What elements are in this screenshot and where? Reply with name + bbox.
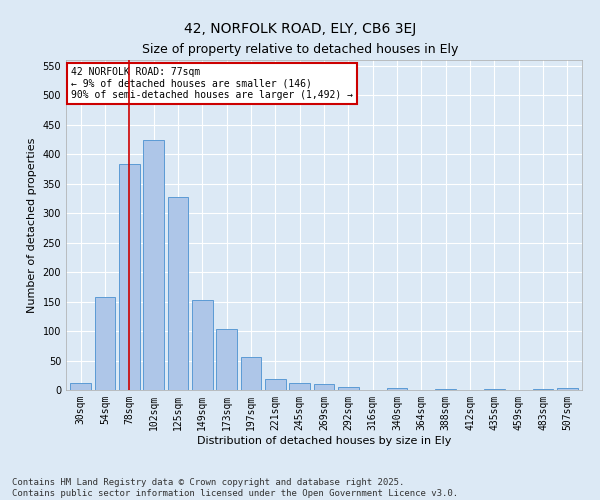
Bar bbox=[533, 389, 553, 390]
Bar bbox=[192, 300, 212, 390]
Bar bbox=[484, 389, 505, 390]
Bar bbox=[119, 164, 140, 390]
Bar bbox=[557, 388, 578, 390]
Bar bbox=[314, 384, 334, 390]
Bar bbox=[143, 140, 164, 390]
Bar bbox=[241, 357, 262, 390]
Bar bbox=[70, 383, 91, 390]
Bar bbox=[436, 389, 456, 390]
Y-axis label: Number of detached properties: Number of detached properties bbox=[27, 138, 37, 312]
Text: Size of property relative to detached houses in Ely: Size of property relative to detached ho… bbox=[142, 42, 458, 56]
Text: 42 NORFOLK ROAD: 77sqm
← 9% of detached houses are smaller (146)
90% of semi-det: 42 NORFOLK ROAD: 77sqm ← 9% of detached … bbox=[71, 66, 353, 100]
Bar bbox=[338, 387, 359, 390]
X-axis label: Distribution of detached houses by size in Ely: Distribution of detached houses by size … bbox=[197, 436, 451, 446]
Text: Contains HM Land Registry data © Crown copyright and database right 2025.
Contai: Contains HM Land Registry data © Crown c… bbox=[12, 478, 458, 498]
Bar bbox=[167, 196, 188, 390]
Bar bbox=[95, 298, 115, 390]
Bar bbox=[289, 383, 310, 390]
Bar bbox=[216, 330, 237, 390]
Bar bbox=[265, 380, 286, 390]
Text: 42, NORFOLK ROAD, ELY, CB6 3EJ: 42, NORFOLK ROAD, ELY, CB6 3EJ bbox=[184, 22, 416, 36]
Bar bbox=[386, 388, 407, 390]
